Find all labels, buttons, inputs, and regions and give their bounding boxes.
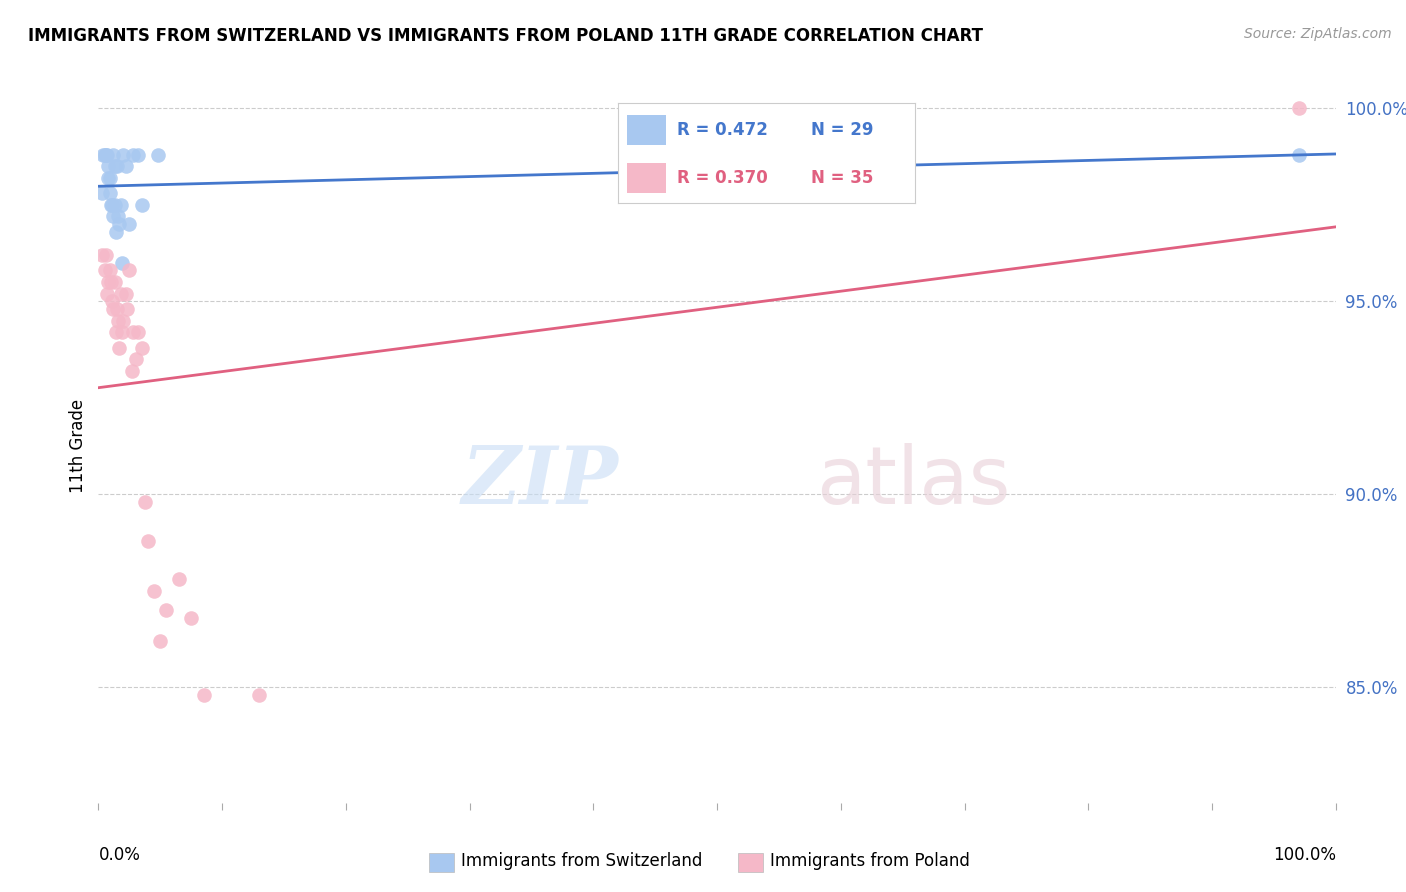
Point <box>143 583 166 598</box>
Point <box>180 610 202 624</box>
Point <box>101 198 124 212</box>
Point <box>115 301 138 316</box>
Point <box>122 148 145 162</box>
Point <box>193 688 215 702</box>
Y-axis label: 11th Grade: 11th Grade <box>69 399 87 493</box>
Point <box>136 533 159 548</box>
Point <box>112 313 135 327</box>
Point <box>103 198 125 212</box>
Point <box>105 159 128 173</box>
Point <box>103 148 125 162</box>
Point <box>93 148 115 162</box>
Text: Immigrants from Switzerland: Immigrants from Switzerland <box>461 852 703 870</box>
Point <box>100 198 122 212</box>
Point <box>131 198 153 212</box>
Point <box>97 159 120 173</box>
Point <box>105 301 128 316</box>
Point <box>93 148 115 162</box>
Text: 100.0%: 100.0% <box>1272 846 1336 863</box>
Text: 0.0%: 0.0% <box>98 846 141 863</box>
Point <box>112 148 135 162</box>
Point <box>110 198 132 212</box>
Point <box>149 633 172 648</box>
Point <box>103 275 125 289</box>
Point <box>110 286 132 301</box>
Point <box>131 341 153 355</box>
Text: atlas: atlas <box>815 442 1011 521</box>
Point <box>91 186 114 201</box>
Text: ZIP: ZIP <box>461 443 619 520</box>
Point <box>98 263 121 277</box>
Point <box>146 148 169 162</box>
Point <box>101 294 124 309</box>
Point <box>247 688 270 702</box>
Text: Source: ZipAtlas.com: Source: ZipAtlas.com <box>1244 27 1392 41</box>
Point <box>97 275 120 289</box>
Point <box>111 256 134 270</box>
Point <box>108 341 131 355</box>
Point <box>108 217 131 231</box>
Point <box>167 572 190 586</box>
Point <box>111 325 134 339</box>
Point <box>98 170 121 185</box>
Point <box>97 170 120 185</box>
Point <box>118 263 141 277</box>
Point <box>107 210 129 224</box>
Point <box>93 263 115 277</box>
Point <box>127 148 149 162</box>
Point <box>155 603 177 617</box>
Point <box>96 148 118 162</box>
Point <box>100 275 122 289</box>
Point <box>104 225 127 239</box>
Point <box>127 325 149 339</box>
Point <box>104 325 127 339</box>
Point <box>103 301 125 316</box>
Point <box>134 495 156 509</box>
Text: Immigrants from Poland: Immigrants from Poland <box>770 852 970 870</box>
Point <box>114 159 136 173</box>
Point <box>118 217 141 231</box>
Point <box>96 286 118 301</box>
Point <box>124 352 146 367</box>
Point <box>121 364 143 378</box>
Point <box>1288 148 1310 162</box>
Point <box>103 210 125 224</box>
Point <box>107 313 129 327</box>
Point <box>94 148 117 162</box>
Point <box>114 286 136 301</box>
Point <box>98 186 121 201</box>
Point <box>1288 102 1310 116</box>
Point <box>94 248 117 262</box>
Point <box>122 325 145 339</box>
Point <box>91 248 114 262</box>
Text: IMMIGRANTS FROM SWITZERLAND VS IMMIGRANTS FROM POLAND 11TH GRADE CORRELATION CHA: IMMIGRANTS FROM SWITZERLAND VS IMMIGRANT… <box>28 27 983 45</box>
Point <box>103 159 125 173</box>
